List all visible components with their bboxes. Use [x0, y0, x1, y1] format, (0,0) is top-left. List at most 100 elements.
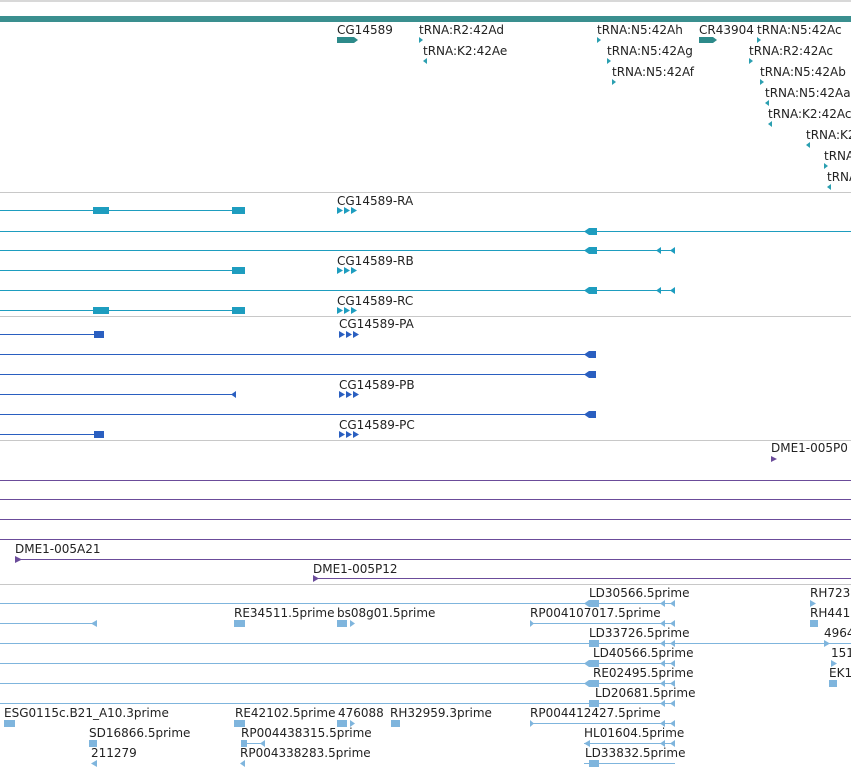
est-block[interactable] [589, 700, 599, 707]
transcript-arrow[interactable] [351, 267, 357, 274]
gene-label[interactable]: tRNA:K2:42Ac [768, 107, 851, 121]
est-label[interactable]: RP004107017.5prime [530, 606, 661, 620]
trna-arrow[interactable] [607, 58, 611, 64]
exon-block[interactable] [589, 228, 597, 235]
est-label[interactable]: LD20681.5prime [595, 686, 696, 700]
est-label[interactable]: RH32959.3prime [390, 706, 492, 720]
est-block[interactable] [589, 760, 599, 767]
est-block[interactable] [4, 720, 15, 727]
transcript-arrow[interactable] [344, 267, 350, 274]
protein-arrow[interactable] [346, 331, 352, 338]
exon-block[interactable] [232, 307, 245, 314]
trna-arrow[interactable] [757, 37, 761, 43]
protein-arrow[interactable] [353, 431, 359, 438]
est-label[interactable]: LD30566.5prime [589, 586, 690, 600]
exon-block[interactable] [589, 247, 597, 254]
cds-block[interactable] [589, 351, 596, 358]
gene-label[interactable]: tRNA [824, 149, 851, 163]
bac-label[interactable]: DME1-005A21 [15, 542, 101, 556]
transcript-arrow[interactable] [337, 307, 343, 314]
est-label[interactable]: RP004338283.5prime [240, 746, 371, 760]
est-block[interactable] [810, 620, 818, 627]
protein-arrow[interactable] [353, 391, 359, 398]
est-block[interactable] [391, 720, 400, 727]
transcript-arrow[interactable] [344, 307, 350, 314]
transcript-arrow[interactable] [337, 207, 343, 214]
gene-label[interactable]: tRNA:R2:42Ac [749, 44, 833, 58]
transcript-label[interactable]: CG14589-RB [337, 254, 414, 268]
trna-arrow[interactable] [806, 142, 810, 148]
protein-arrow[interactable] [339, 331, 345, 338]
exon-block[interactable] [232, 267, 245, 274]
protein-arrow[interactable] [339, 431, 345, 438]
gene-label[interactable]: tRNA:N5:42Af [612, 65, 695, 79]
est-label[interactable]: RH441 [810, 606, 850, 620]
est-label[interactable]: 151 [831, 646, 851, 660]
gene-label[interactable]: CG14589 [337, 23, 393, 37]
est-label[interactable]: LD33726.5prime [589, 626, 690, 640]
est-label[interactable]: LD33832.5prime [585, 746, 686, 760]
est-block[interactable] [589, 640, 599, 647]
protein-arrow[interactable] [346, 391, 352, 398]
protein-arrow[interactable] [353, 331, 359, 338]
gene-label[interactable]: tRNA:N5:42Ac [757, 23, 842, 37]
gene-label[interactable]: CR43904 [699, 23, 754, 37]
est-block[interactable] [337, 720, 347, 727]
bac-label[interactable]: DME1-005P12 [313, 562, 398, 576]
trna-arrow[interactable] [760, 79, 764, 85]
trna-arrow[interactable] [423, 58, 427, 64]
protein-label[interactable]: CG14589-PA [339, 317, 415, 331]
trna-arrow[interactable] [827, 184, 831, 190]
gene-label[interactable]: tRNA:K2 [806, 128, 851, 142]
trna-arrow[interactable] [768, 121, 772, 127]
transcript-label[interactable]: CG14589-RA [337, 194, 414, 208]
gene-label[interactable]: tRNA:R2:42Ad [419, 23, 504, 37]
gene-label[interactable]: tRNA:N5:42Aa [765, 86, 851, 100]
trna-arrow[interactable] [612, 79, 616, 85]
exon-block[interactable] [93, 307, 109, 314]
est-block[interactable] [234, 620, 245, 627]
est-label[interactable]: 211279 [91, 746, 137, 760]
trna-arrow[interactable] [419, 37, 423, 43]
gene-label[interactable]: tRNA:N5:42Ag [607, 44, 693, 58]
est-block[interactable] [589, 600, 599, 607]
gene-glyph-cg14589[interactable] [337, 37, 358, 43]
est-label[interactable]: LD40566.5prime [593, 646, 694, 660]
trna-arrow[interactable] [597, 37, 601, 43]
transcript-label[interactable]: CG14589-RC [337, 294, 413, 308]
est-label[interactable]: RP004412427.5prime [530, 706, 661, 720]
est-label[interactable]: 4964 [824, 626, 851, 640]
gene-glyph-cr43904[interactable] [699, 37, 717, 43]
cds-block[interactable] [589, 371, 596, 378]
gene-label[interactable]: tRNA [827, 170, 851, 184]
protein-label[interactable]: CG14589-PB [339, 378, 415, 392]
est-block[interactable] [241, 740, 247, 747]
est-label[interactable]: 476088 [338, 706, 384, 720]
bac-arrow[interactable] [15, 556, 22, 563]
gene-label[interactable]: tRNA:N5:42Ah [597, 23, 683, 37]
cds-block[interactable] [589, 411, 596, 418]
gene-label[interactable]: tRNA:K2:42Ae [423, 44, 507, 58]
est-label[interactable]: RE34511.5prime [234, 606, 335, 620]
selected-region-bar[interactable] [0, 16, 851, 22]
est-block[interactable] [829, 680, 837, 687]
exon-block[interactable] [589, 287, 597, 294]
est-label[interactable]: RP004438315.5prime [241, 726, 372, 740]
est-label[interactable]: EK1 [829, 666, 851, 680]
est-label[interactable]: SD16866.5prime [89, 726, 190, 740]
bac-arrow[interactable] [313, 575, 319, 582]
exon-block[interactable] [93, 207, 109, 214]
transcript-arrow[interactable] [344, 207, 350, 214]
transcript-arrow[interactable] [351, 307, 357, 314]
exon-block[interactable] [232, 207, 245, 214]
trna-arrow[interactable] [765, 100, 769, 106]
est-block[interactable] [234, 720, 245, 727]
est-block[interactable] [89, 740, 97, 747]
bac-label[interactable]: DME1-005P0 [771, 441, 848, 455]
est-block[interactable] [337, 620, 347, 627]
trna-arrow[interactable] [749, 58, 753, 64]
cds-block[interactable] [94, 331, 104, 338]
trna-arrow[interactable] [824, 163, 828, 169]
est-label[interactable]: RE42102.5prime [235, 706, 336, 720]
est-label[interactable]: RH723 [810, 586, 850, 600]
